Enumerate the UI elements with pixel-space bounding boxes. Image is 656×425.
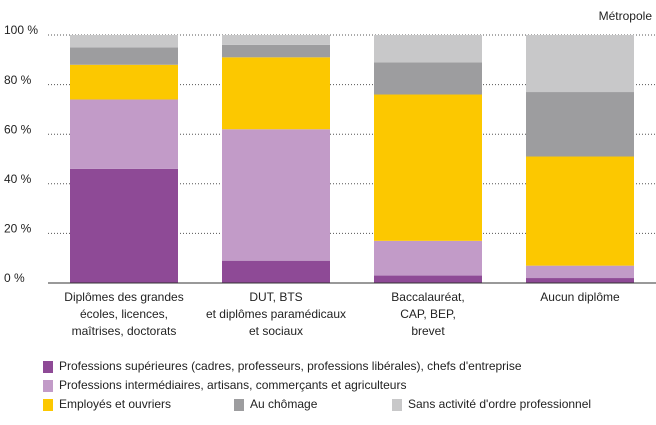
bar-segment [374,94,482,241]
bar-segment [70,47,178,65]
bar-segment [222,260,330,283]
legend-swatch [43,399,53,411]
bar-segment [70,35,178,48]
legend-swatch [234,399,244,411]
annotation: Métropole [599,9,653,23]
x-tick-label: DUT, BTS [249,290,302,304]
legend-swatch [43,380,53,392]
bar-segment [526,92,634,157]
bar-segment [526,265,634,279]
y-tick-label: 60 % [4,122,32,136]
bar-segment [70,168,178,283]
bar-segment [222,129,330,261]
bar-segment [374,275,482,283]
x-tick-label: CAP, BEP, [400,307,456,321]
bar-segment [374,35,482,63]
bar-segment [222,57,330,130]
x-tick-label: maîtrises, doctorats [72,324,177,338]
bar-segment [374,62,482,95]
x-tick-label: brevet [411,324,445,338]
x-tick-label: écoles, licences, [80,307,168,321]
legend-swatch [392,399,402,411]
legend-label: Sans activité d'ordre professionnel [408,397,591,411]
y-tick-label: 40 % [4,172,32,186]
bar-segment [222,35,330,45]
bar-segment [526,278,634,283]
bar-segment [70,64,178,100]
x-tick-label: et diplômes paramédicaux [206,307,346,321]
legend-swatch [43,361,53,373]
y-tick-label: 20 % [4,222,32,236]
x-tick-label: Diplômes des grandes [64,290,183,304]
bar-segment [526,35,634,93]
bar-segment [70,99,178,169]
legend-label: Professions intermédiaires, artisans, co… [59,378,406,392]
x-tick-label: Aucun diplôme [540,290,620,304]
y-tick-label: 100 % [4,23,38,37]
y-tick-label: 0 % [4,271,25,285]
x-tick-label: Baccalauréat, [391,290,464,304]
legend-label: Au chômage [250,397,318,411]
legend-label: Professions supérieures (cadres, profess… [59,359,522,373]
y-tick-label: 80 % [4,73,32,87]
x-tick-label: et sociaux [249,324,303,338]
bar-segment [374,240,482,276]
legend-label: Employés et ouvriers [59,397,171,411]
bar-segment [222,44,330,58]
bar-segment [526,156,634,266]
